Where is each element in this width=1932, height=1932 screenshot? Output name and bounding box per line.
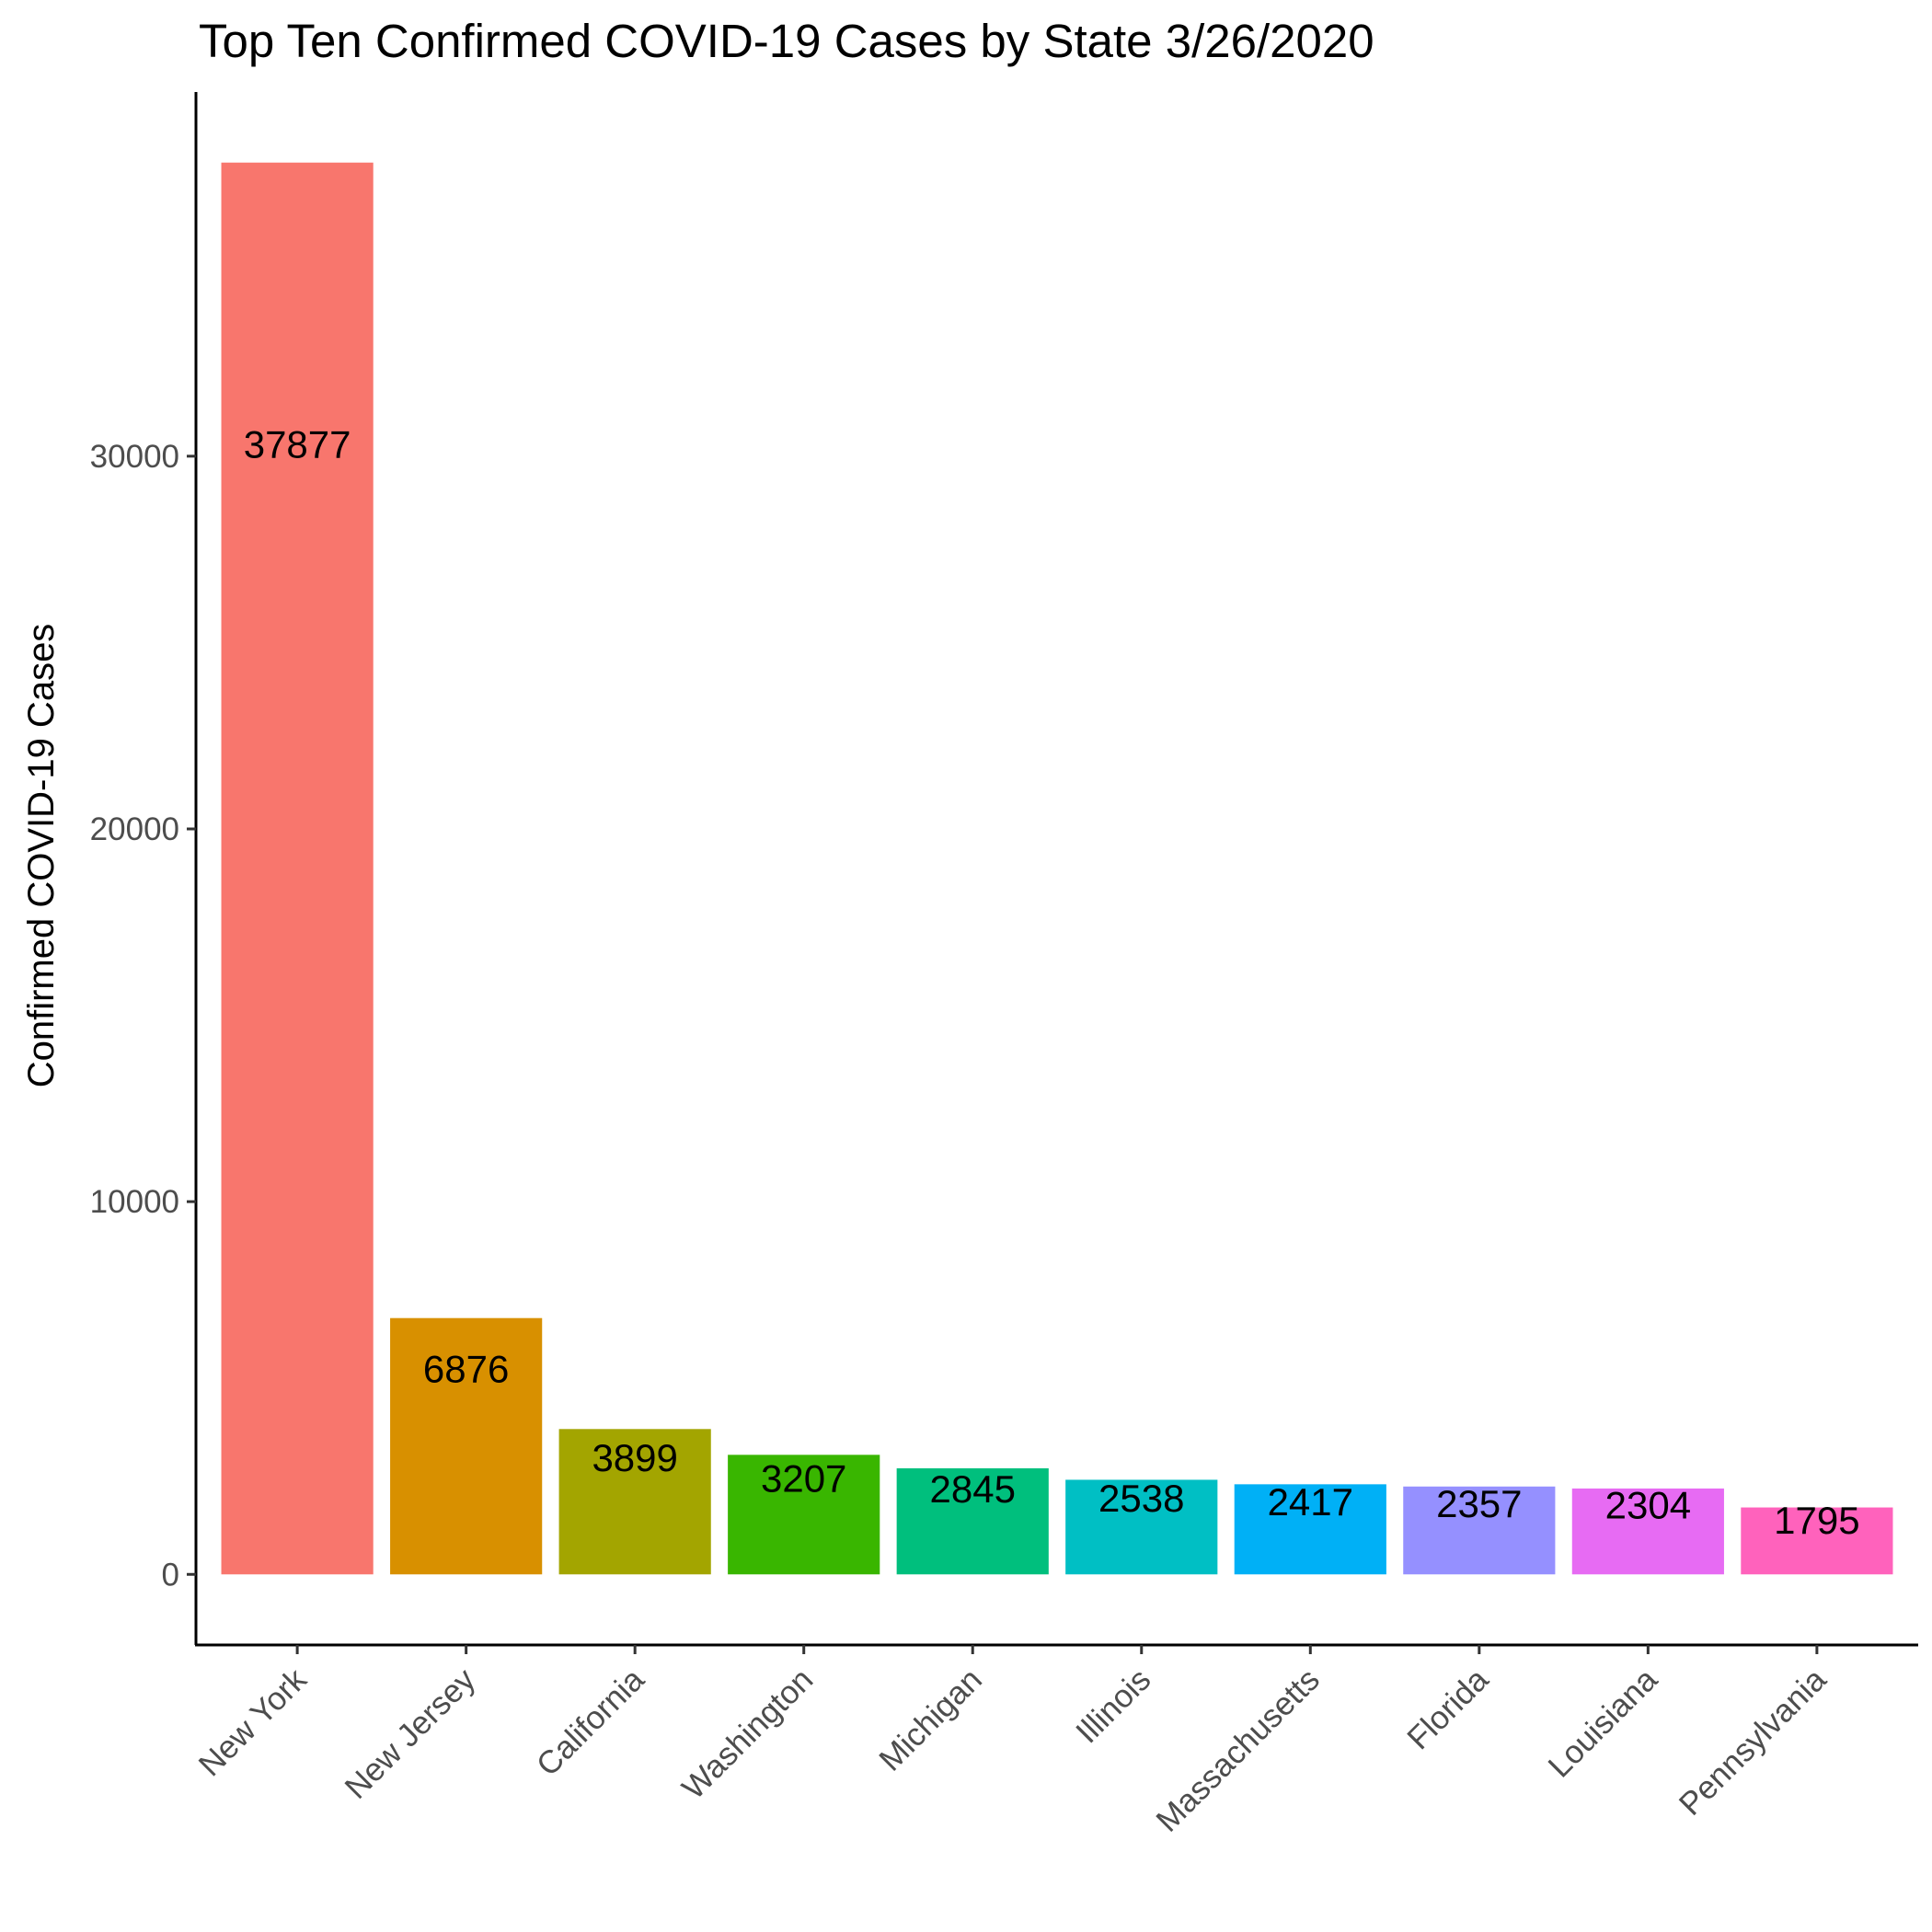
x-tick-label: Michigan xyxy=(872,1662,989,1778)
bar-value-label: 3207 xyxy=(761,1456,846,1500)
bar-michigan xyxy=(896,1468,1049,1575)
bars-group xyxy=(221,162,1893,1575)
bar-california xyxy=(558,1429,711,1575)
y-tick-label: 0 xyxy=(162,1557,179,1593)
x-tick-label: Illinois xyxy=(1069,1662,1157,1750)
x-tick-label: Washington xyxy=(675,1662,820,1806)
y-axis: 0 10000 20000 30000 xyxy=(90,92,198,1645)
bar-new-york xyxy=(221,162,374,1575)
bar-value-label: 37877 xyxy=(244,423,351,466)
bar-pennsylvania xyxy=(1741,1507,1893,1575)
bar-louisiana xyxy=(1571,1488,1724,1575)
bar-massachusetts xyxy=(1234,1484,1386,1575)
x-tick-label: California xyxy=(530,1662,651,1783)
bar-value-label: 1795 xyxy=(1774,1499,1859,1542)
bar-value-label: 2304 xyxy=(1605,1484,1691,1527)
x-tick-label: New Jersey xyxy=(338,1662,482,1806)
bar-value-label: 3899 xyxy=(592,1436,677,1479)
y-tick-label: 10000 xyxy=(90,1184,179,1220)
x-tick-label: Massachusetts xyxy=(1149,1662,1327,1839)
bar-value-label: 2417 xyxy=(1268,1480,1353,1524)
bar-value-label: 6876 xyxy=(423,1347,509,1390)
y-tick-label: 20000 xyxy=(90,811,179,847)
bar-value-label: 2845 xyxy=(930,1467,1016,1511)
bar-value-label: 2357 xyxy=(1436,1482,1522,1525)
chart-title: Top Ten Confirmed COVID-19 Cases by Stat… xyxy=(199,15,1374,67)
y-tick-label: 30000 xyxy=(90,439,179,475)
bar-illinois xyxy=(1065,1479,1218,1575)
x-tick-label: Florida xyxy=(1400,1662,1496,1757)
x-tick-label: Pennsylvania xyxy=(1673,1662,1834,1823)
bar-value-label: 2538 xyxy=(1098,1477,1184,1520)
bar-labels-group: 37877 6876 3899 3207 2845 2538 2417 2357 2304 179… xyxy=(244,423,1860,1542)
bar-new-jersey xyxy=(390,1317,543,1575)
y-axis-label: Confirmed COVID-19 Cases xyxy=(21,624,62,1088)
bar-washington xyxy=(728,1455,880,1575)
x-tick-label: Louisiana xyxy=(1541,1662,1664,1785)
x-axis: New York New Jersey California Washington Mi… xyxy=(192,1643,1918,1839)
bar-florida xyxy=(1403,1486,1556,1575)
x-tick-label: New York xyxy=(192,1662,314,1783)
